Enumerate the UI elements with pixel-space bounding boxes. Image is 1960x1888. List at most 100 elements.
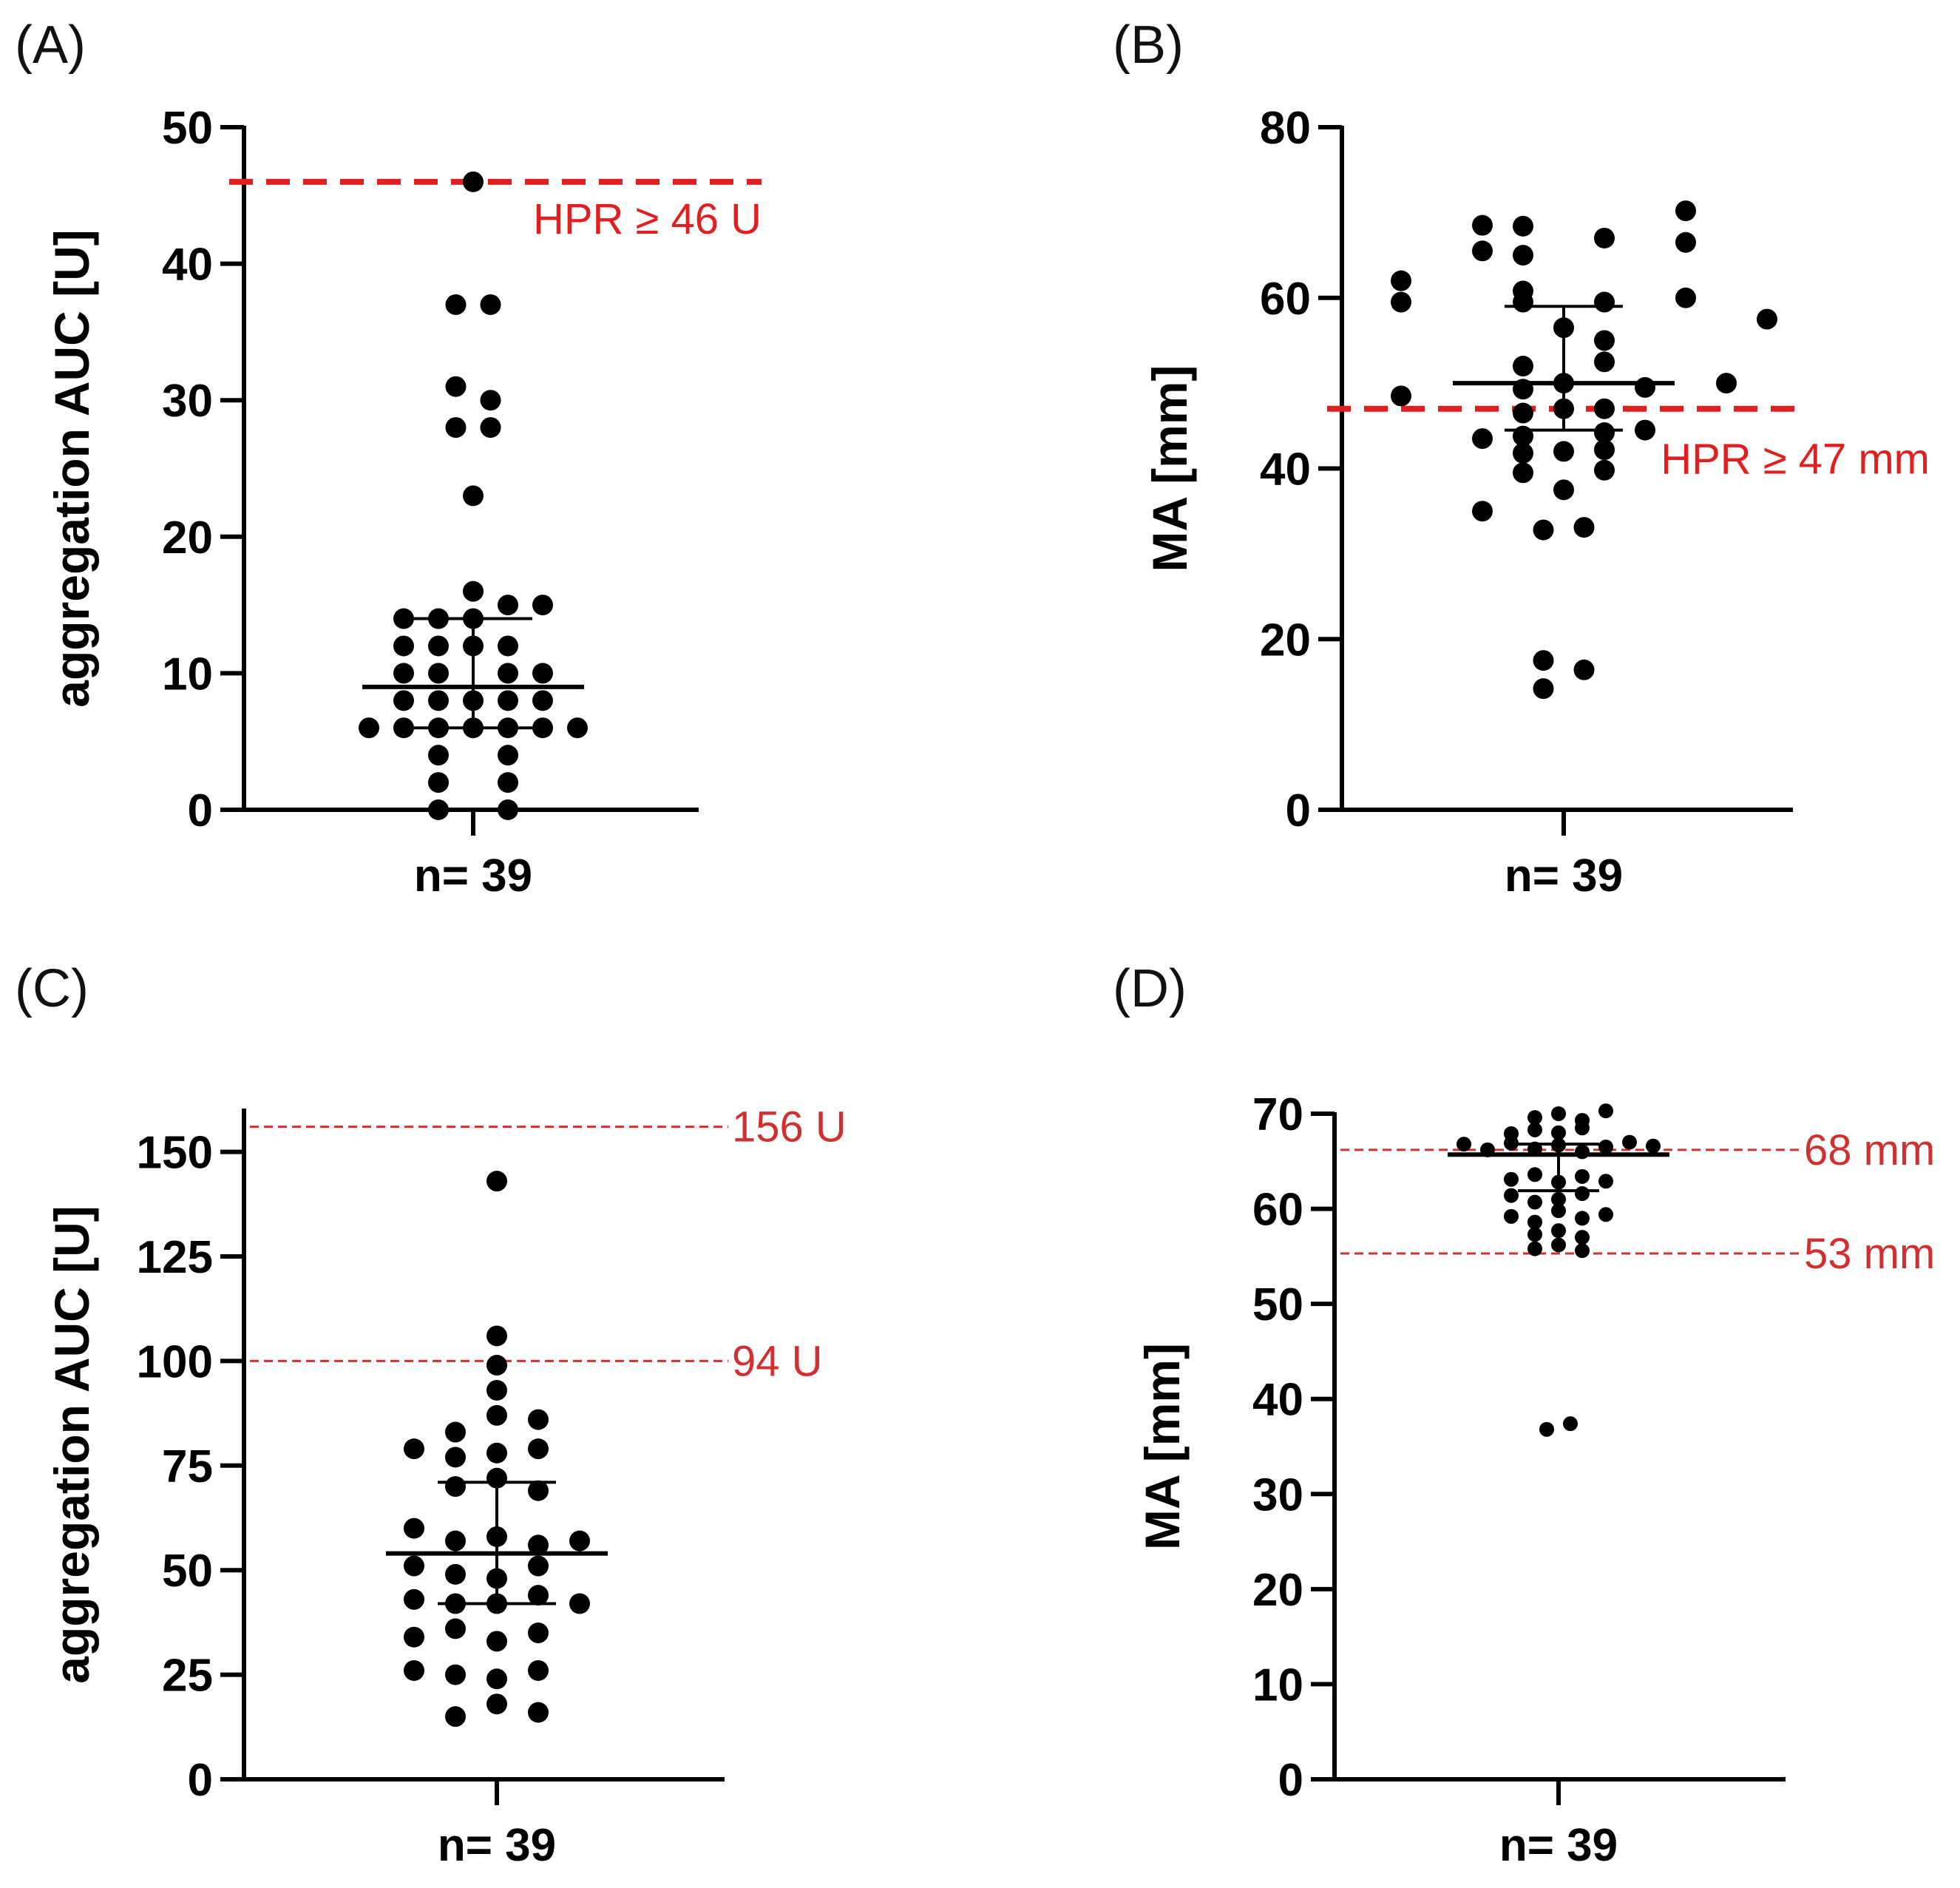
data-point xyxy=(404,1555,424,1577)
panel-a: (A) 0 10 20 30 40 50 n= 39 aggregation AUC [U] H… xyxy=(0,0,980,944)
y-axis-title: aggregation AUC [U] xyxy=(44,1205,99,1684)
x-category-label: n= 39 xyxy=(414,850,532,901)
reference-line-label: 156 U xyxy=(732,1103,847,1151)
scatter-plot-a: 0 10 20 30 40 50 n= 39 aggregation AUC [U] HPR ≥… xyxy=(44,103,762,901)
y-tick-label: 25 xyxy=(162,1651,213,1702)
data-point xyxy=(1527,1241,1542,1256)
y-tick-label: 40 xyxy=(162,240,213,291)
y-tick-label: 20 xyxy=(1252,1565,1303,1616)
x-category-label: n= 39 xyxy=(1499,1820,1618,1871)
data-point xyxy=(1575,1230,1590,1245)
y-tick-label: 40 xyxy=(1252,1375,1303,1426)
data-point xyxy=(445,1421,466,1443)
y-tick-label: 80 xyxy=(1260,103,1311,154)
data-point xyxy=(393,663,414,684)
data-point xyxy=(1573,659,1595,680)
data-point xyxy=(486,1442,507,1464)
data-point xyxy=(486,1355,507,1376)
panel-label: (D) xyxy=(1113,959,1187,1018)
data-point xyxy=(498,799,518,820)
data-point xyxy=(1551,1106,1566,1121)
panel-label: (C) xyxy=(15,959,89,1018)
data-point xyxy=(1594,351,1615,373)
scatter-plot-b: 0 20 40 60 80 n= 39 MA [mm] HPR ≥ 47 mm xyxy=(1142,103,1930,901)
data-point xyxy=(1594,291,1615,313)
data-point xyxy=(1575,1168,1590,1184)
data-point xyxy=(1594,422,1615,444)
y-tick-label: 125 xyxy=(137,1232,213,1283)
y-tick-label: 75 xyxy=(162,1441,213,1492)
y-tick-label: 20 xyxy=(1260,615,1311,666)
data-point xyxy=(1504,1188,1519,1203)
y-tick-label: 50 xyxy=(162,1546,213,1597)
data-point xyxy=(445,1563,466,1585)
data-point xyxy=(528,1623,549,1644)
data-point xyxy=(1513,442,1533,464)
data-point xyxy=(1598,1174,1613,1189)
data-point xyxy=(445,417,467,439)
data-point xyxy=(1622,1134,1637,1150)
data-point xyxy=(1594,459,1615,481)
data-point xyxy=(463,171,484,192)
data-point xyxy=(528,1480,549,1501)
data-point xyxy=(1391,385,1411,407)
y-axis-title: MA [mm] xyxy=(1142,365,1197,572)
data-point xyxy=(1527,1122,1542,1137)
data-point xyxy=(486,1631,507,1652)
data-point xyxy=(480,417,501,439)
data-point xyxy=(528,1438,549,1460)
y-tick-label: 70 xyxy=(1252,1089,1303,1140)
data-point xyxy=(528,1702,549,1723)
y-tick-label: 150 xyxy=(137,1128,213,1179)
data-point xyxy=(1757,308,1777,330)
data-point xyxy=(1598,1103,1613,1119)
data-point xyxy=(1551,1237,1566,1253)
reference-line-label: 94 U xyxy=(732,1337,823,1385)
data-point xyxy=(428,745,449,766)
data-point xyxy=(1675,231,1696,253)
data-point xyxy=(528,1555,549,1577)
data-point xyxy=(404,1517,424,1539)
data-point xyxy=(404,1659,424,1681)
data-point xyxy=(359,717,379,739)
y-tick-label: 10 xyxy=(162,649,213,700)
y-tick-label: 60 xyxy=(1260,274,1311,325)
data-point xyxy=(1527,1167,1542,1182)
data-point xyxy=(486,1325,507,1347)
data-point xyxy=(528,1659,549,1681)
data-point xyxy=(1551,1191,1566,1207)
data-point xyxy=(498,663,518,684)
data-point xyxy=(1635,376,1655,398)
y-tick-label: 30 xyxy=(162,376,213,427)
data-point xyxy=(1533,650,1554,671)
data-point xyxy=(445,376,467,397)
data-point xyxy=(498,745,518,766)
panel-b: (B) 0 20 40 60 80 n= 39 MA [mm] HPR ≥ 47 mm xyxy=(980,0,1959,944)
data-point xyxy=(1539,1421,1554,1437)
data-point xyxy=(1513,356,1533,377)
data-point xyxy=(393,690,414,711)
y-tick-label: 10 xyxy=(1252,1659,1303,1711)
data-point xyxy=(1573,517,1595,538)
y-tick-label: 40 xyxy=(1260,444,1311,495)
y-tick-label: 20 xyxy=(162,512,213,564)
reference-line-label: HPR ≥ 47 mm xyxy=(1661,436,1930,484)
data-point xyxy=(1553,479,1574,501)
data-point xyxy=(1513,462,1533,484)
x-category-label: n= 39 xyxy=(1505,850,1623,901)
data-point xyxy=(445,1447,466,1468)
data-point xyxy=(404,1626,424,1648)
data-point xyxy=(1527,1110,1542,1126)
y-tick-label: 0 xyxy=(188,785,213,836)
data-point xyxy=(498,772,518,794)
data-point xyxy=(1575,1144,1590,1160)
data-point xyxy=(480,390,501,411)
data-point xyxy=(445,294,467,315)
data-point xyxy=(1527,1227,1542,1242)
panel-label: (B) xyxy=(1113,16,1184,75)
data-point xyxy=(463,485,484,507)
y-tick-label: 60 xyxy=(1252,1185,1303,1236)
data-point xyxy=(1391,270,1411,291)
data-point xyxy=(1513,280,1533,302)
